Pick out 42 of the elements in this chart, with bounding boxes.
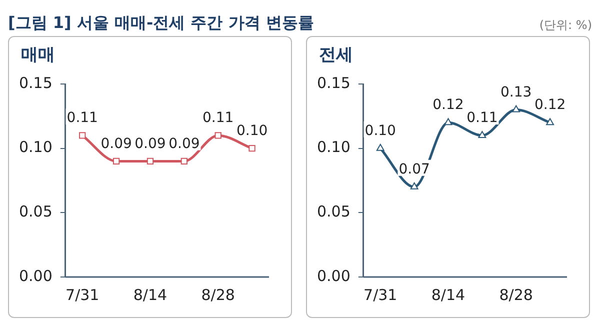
point — [410, 182, 418, 190]
point — [146, 158, 154, 165]
y-tick-label: 0.15 — [18, 74, 52, 92]
text: (단위: %) — [539, 17, 592, 34]
point — [512, 105, 520, 112]
point — [376, 144, 384, 151]
x-tick-label: 8/14 — [431, 286, 466, 304]
data-label: 0.11 — [66, 110, 98, 126]
data-label: 0.10 — [236, 122, 268, 139]
data-label: 0.10 — [364, 122, 396, 139]
point — [79, 132, 86, 139]
data-label: 0.11 — [202, 110, 234, 126]
x-tick-label: 7/31 — [364, 286, 398, 304]
data-label: 0.12 — [534, 97, 566, 114]
data-label: 0.09 — [134, 136, 166, 152]
data-label: 0.09 — [100, 136, 132, 152]
point — [444, 118, 452, 126]
point — [112, 158, 120, 165]
point — [180, 158, 188, 165]
y-tick-label: 0.10 — [316, 138, 350, 156]
y-tick-label: 0.05 — [316, 202, 350, 221]
point — [478, 130, 486, 138]
data-label: 0.11 — [466, 110, 498, 126]
x-tick-label: 8/28 — [201, 286, 235, 304]
x-tick-label: 7/31 — [66, 286, 100, 304]
x-tick-label: 8/28 — [499, 286, 533, 304]
y-tick-label: 0.15 — [316, 74, 350, 92]
data-label: 0.12 — [432, 97, 464, 114]
y-tick-label: 0.00 — [18, 266, 52, 285]
y-tick-label: 0.05 — [18, 202, 52, 221]
data-label: 0.13 — [500, 84, 532, 100]
data-label: 0.07 — [398, 162, 430, 178]
data-label: 0.09 — [168, 136, 200, 152]
x-tick-label: 8/14 — [133, 286, 168, 304]
point — [546, 118, 554, 126]
chart-title: 전세 — [319, 44, 354, 67]
text: [그림 1] 서울 매매-전세 주간 가격 변동률 — [8, 13, 314, 34]
point — [214, 132, 222, 139]
y-tick-label: 0.10 — [18, 138, 52, 156]
point — [248, 145, 256, 152]
chart-title: 매매 — [21, 44, 56, 67]
y-tick-label: 0.00 — [316, 266, 350, 285]
